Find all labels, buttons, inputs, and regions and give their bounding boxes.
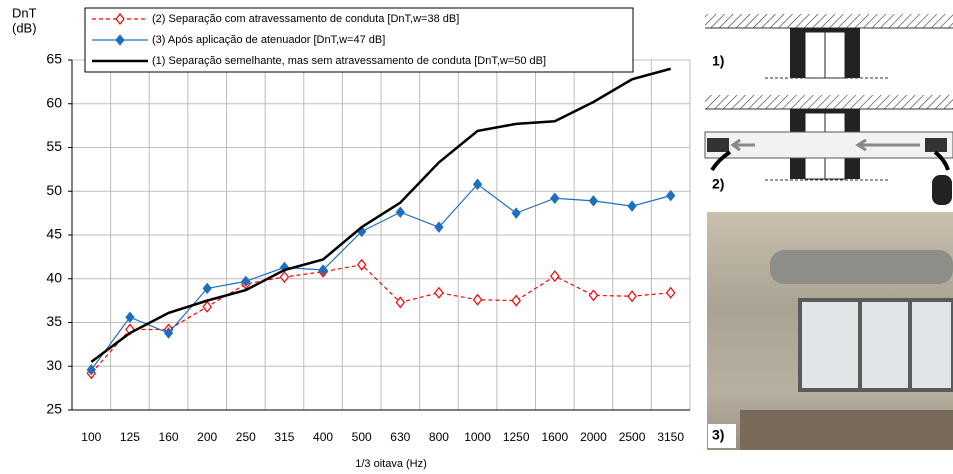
x-tick-label: 1000 xyxy=(464,430,491,444)
legend-label: (1) Separação semelhante, mas sem atrave… xyxy=(152,55,546,67)
diagram-1 xyxy=(705,14,953,78)
y-tick-label: 35 xyxy=(46,313,62,329)
legend-label: (2) Separação com atravessamento de cond… xyxy=(152,13,459,25)
x-tick-label: 125 xyxy=(120,430,140,444)
panel-label: 3) xyxy=(712,427,724,443)
y-tick-label: 30 xyxy=(46,357,62,373)
x-tick-label: 630 xyxy=(390,430,410,444)
y-tick-label: 25 xyxy=(46,401,62,417)
legend-label: (3) Após aplicação de atenuador [DnT,w=4… xyxy=(152,34,385,46)
legend: (2) Separação com atravessamento de cond… xyxy=(85,8,633,72)
y-tick-label: 40 xyxy=(46,269,62,285)
point xyxy=(512,296,520,306)
x-tick-label: 1250 xyxy=(503,430,530,444)
point xyxy=(589,290,597,300)
y-tick-label: 60 xyxy=(46,94,62,110)
point xyxy=(667,288,675,298)
point xyxy=(667,191,675,201)
x-tick-label: 2500 xyxy=(619,430,646,444)
point xyxy=(628,291,636,301)
x-tick-label: 500 xyxy=(352,430,372,444)
point xyxy=(280,272,288,282)
y-axis-title: (dB) xyxy=(12,20,37,35)
diagram-2 xyxy=(705,95,953,205)
y-tick-label: 50 xyxy=(46,182,62,198)
point xyxy=(396,207,404,217)
point xyxy=(551,193,559,203)
y-tick-label: 65 xyxy=(46,51,62,67)
panel-label: 2) xyxy=(712,176,724,192)
point xyxy=(474,295,482,305)
x-tick-label: 1600 xyxy=(541,430,568,444)
point xyxy=(551,271,559,281)
x-tick-label: 315 xyxy=(274,430,294,444)
point xyxy=(628,201,636,211)
x-tick-label: 160 xyxy=(159,430,179,444)
x-tick-label: 200 xyxy=(197,430,217,444)
y-tick-label: 45 xyxy=(46,226,62,242)
point xyxy=(203,302,211,312)
point xyxy=(512,208,520,218)
panel-label: 1) xyxy=(712,53,724,69)
x-tick-label: 400 xyxy=(313,430,333,444)
x-tick-label: 100 xyxy=(81,430,101,444)
y-axis-title: DnT xyxy=(12,5,37,20)
x-tick-label: 800 xyxy=(429,430,449,444)
photo xyxy=(707,212,953,450)
x-axis-title: 1/3 oitava (Hz) xyxy=(355,458,427,470)
point xyxy=(589,196,597,206)
point xyxy=(435,288,443,298)
figure: 25 30 35 40 45 50 55 60 65 DnT(dB) 100 125 160 200 250… xyxy=(0,0,953,474)
y-tick-label: 55 xyxy=(46,138,62,154)
x-tick-label: 250 xyxy=(236,430,256,444)
x-tick-label: 2000 xyxy=(580,430,607,444)
x-tick-label: 3150 xyxy=(657,430,684,444)
